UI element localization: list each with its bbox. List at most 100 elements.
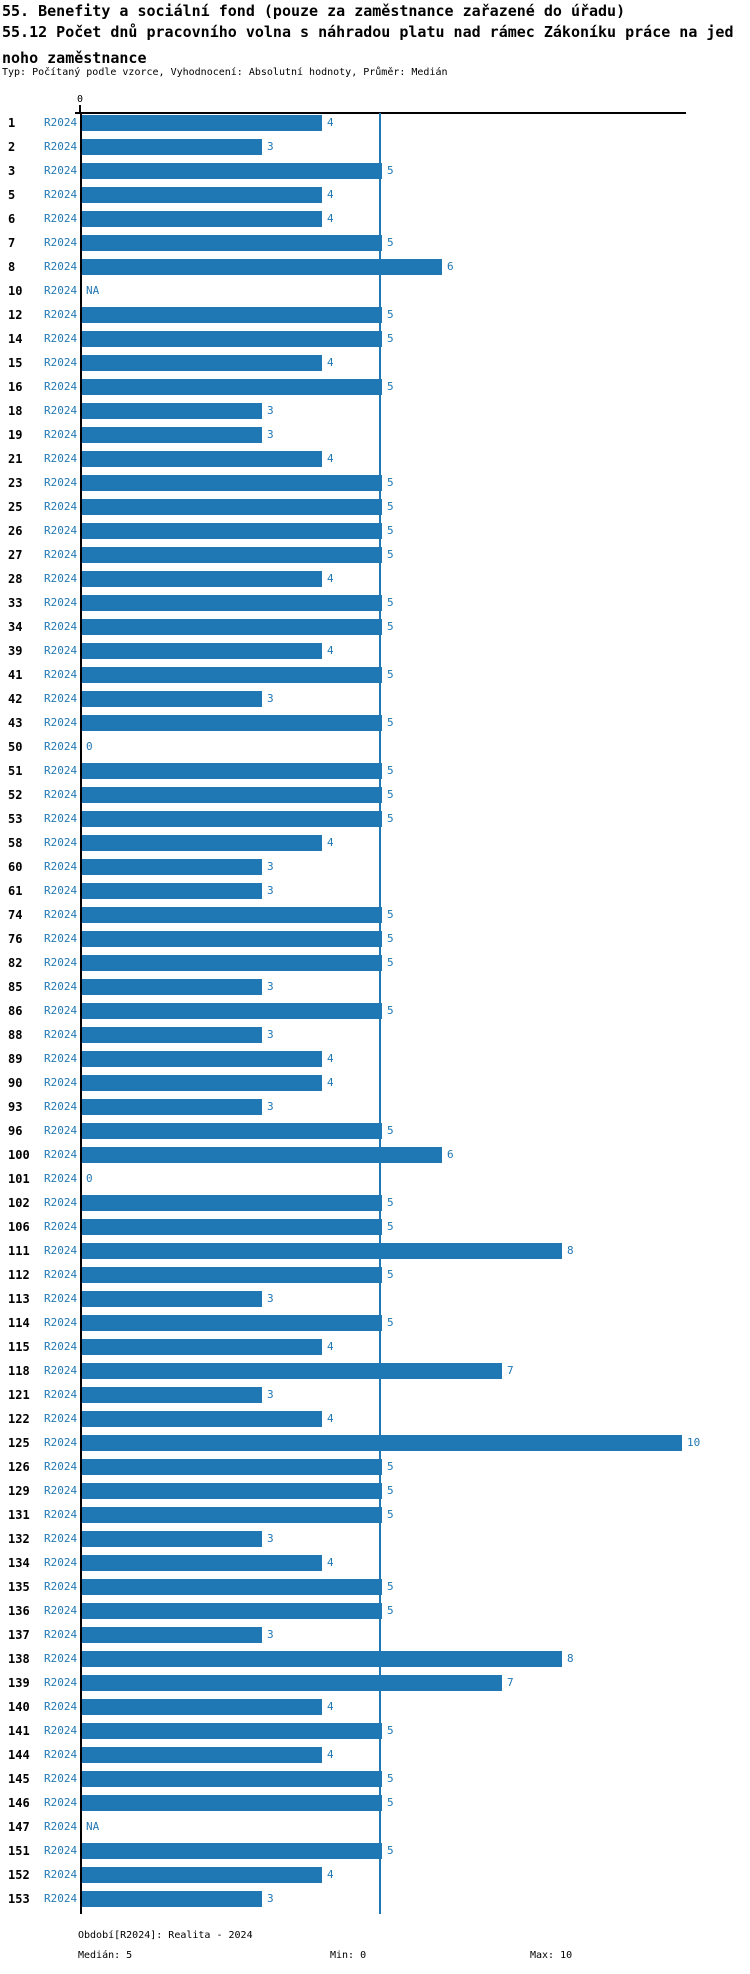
row-series-label: R2024 — [44, 1388, 78, 1401]
bar-value-label: 5 — [387, 668, 394, 681]
bar-value-label: 5 — [387, 1604, 394, 1617]
row-category-label: 25 — [8, 500, 23, 514]
row-category-label: 33 — [8, 596, 23, 610]
row-category-label: 43 — [8, 716, 23, 730]
row-series-label: R2024 — [44, 452, 78, 465]
bar — [82, 1027, 262, 1043]
row-category-label: 93 — [8, 1100, 23, 1114]
bar-value-label: 5 — [387, 500, 394, 513]
bar-value-label: 5 — [387, 1124, 394, 1137]
bar — [82, 115, 322, 131]
x-axis-tick-label-0: 0 — [76, 94, 84, 105]
footer-min-label: Min: 0 — [330, 1950, 367, 1961]
row-category-label: 152 — [8, 1868, 30, 1882]
bar-value-label: 4 — [327, 116, 334, 129]
bar-value-label: 3 — [267, 1292, 274, 1305]
row-category-label: 139 — [8, 1676, 30, 1690]
bar — [82, 1291, 262, 1307]
bar — [82, 499, 382, 515]
bar-value-label: 7 — [507, 1676, 514, 1689]
row-series-label: R2024 — [44, 1892, 78, 1905]
row-series-label: R2024 — [44, 740, 78, 753]
row-category-label: 5 — [8, 188, 16, 202]
row-category-label: 26 — [8, 524, 23, 538]
bar-value-label: 5 — [387, 1196, 394, 1209]
row-category-label: 50 — [8, 740, 23, 754]
footer-period-label: Období[R2024]: Realita - 2024 — [78, 1930, 253, 1941]
bar-value-label: 4 — [327, 1748, 334, 1761]
row-series-label: R2024 — [44, 1316, 78, 1329]
row-series-label: R2024 — [44, 1772, 78, 1785]
bar — [82, 931, 382, 947]
row-series-label: R2024 — [44, 236, 78, 249]
bar — [82, 1363, 502, 1379]
row-category-label: 76 — [8, 932, 23, 946]
row-series-label: R2024 — [44, 1004, 78, 1017]
bar — [82, 1699, 322, 1715]
y-axis-line — [80, 113, 82, 1914]
row-category-label: 151 — [8, 1844, 30, 1858]
bar — [82, 1723, 382, 1739]
bar — [82, 1411, 322, 1427]
bar — [82, 1675, 502, 1691]
bar — [82, 1867, 322, 1883]
bar-value-label: 5 — [387, 332, 394, 345]
row-series-label: R2024 — [44, 1820, 78, 1833]
bar-value-label: NA — [86, 1820, 100, 1833]
row-series-label: R2024 — [44, 476, 78, 489]
row-category-label: 16 — [8, 380, 23, 394]
bar — [82, 523, 382, 539]
bar — [82, 139, 262, 155]
row-series-label: R2024 — [44, 140, 78, 153]
row-series-label: R2024 — [44, 1652, 78, 1665]
row-series-label: R2024 — [44, 1700, 78, 1713]
bar-value-label: 5 — [387, 1316, 394, 1329]
row-series-label: R2024 — [44, 1724, 78, 1737]
row-category-label: 34 — [8, 620, 23, 634]
row-category-label: 136 — [8, 1604, 30, 1618]
bar-value-label: 3 — [267, 1892, 274, 1905]
row-category-label: 144 — [8, 1748, 30, 1762]
bar — [82, 427, 262, 443]
row-series-label: R2024 — [44, 836, 78, 849]
bar — [82, 1219, 382, 1235]
row-series-label: R2024 — [44, 1796, 78, 1809]
bar — [82, 1243, 562, 1259]
bar — [82, 715, 382, 731]
row-series-label: R2024 — [44, 668, 78, 681]
bar — [82, 883, 262, 899]
bar-value-label: 5 — [387, 1220, 394, 1233]
row-category-label: 27 — [8, 548, 23, 562]
chart-title-line-3: noho zaměstnance — [2, 49, 147, 67]
row-series-label: R2024 — [44, 764, 78, 777]
row-series-label: R2024 — [44, 548, 78, 561]
row-category-label: 60 — [8, 860, 23, 874]
row-series-label: R2024 — [44, 380, 78, 393]
bar-value-label: 4 — [327, 1700, 334, 1713]
bar-value-label: 5 — [387, 236, 394, 249]
row-category-label: 129 — [8, 1484, 30, 1498]
bar — [82, 1147, 442, 1163]
bar-value-label: 3 — [267, 140, 274, 153]
row-series-label: R2024 — [44, 356, 78, 369]
bar-value-label: 5 — [387, 1508, 394, 1521]
bar — [82, 859, 262, 875]
bar-value-label: 3 — [267, 1028, 274, 1041]
bar-value-label: 0 — [86, 1172, 93, 1185]
row-category-label: 12 — [8, 308, 23, 322]
bar — [82, 163, 382, 179]
bar-value-label: 4 — [327, 1076, 334, 1089]
bar — [82, 763, 382, 779]
bar — [82, 331, 382, 347]
row-category-label: 135 — [8, 1580, 30, 1594]
row-series-label: R2024 — [44, 1052, 78, 1065]
row-category-label: 21 — [8, 452, 23, 466]
row-series-label: R2024 — [44, 1340, 78, 1353]
row-series-label: R2024 — [44, 1532, 78, 1545]
row-series-label: R2024 — [44, 1196, 78, 1209]
row-category-label: 19 — [8, 428, 23, 442]
bar-value-label: 3 — [267, 860, 274, 873]
row-category-label: 140 — [8, 1700, 30, 1714]
row-category-label: 112 — [8, 1268, 30, 1282]
bar-value-label: 4 — [327, 188, 334, 201]
